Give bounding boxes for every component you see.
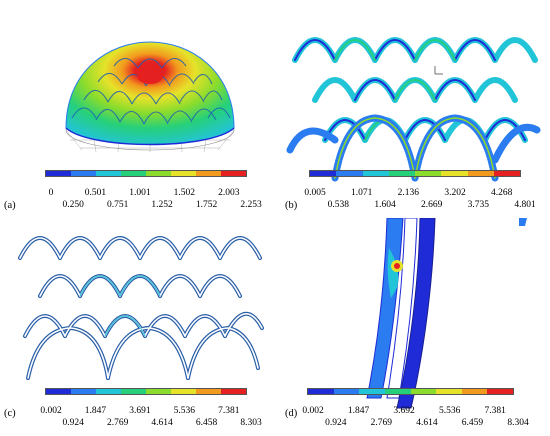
tick-label: 3.735 bbox=[467, 200, 490, 210]
tick-label: 0.924 bbox=[62, 418, 84, 428]
colorbar-segment bbox=[333, 389, 360, 394]
tick-label: 0.924 bbox=[325, 418, 347, 428]
tick-label: 1.752 bbox=[195, 200, 218, 210]
colorbar-segment bbox=[388, 171, 415, 176]
colorbar-b bbox=[309, 170, 521, 177]
tick-label: 0.538 bbox=[327, 200, 350, 210]
dome-stress-contour bbox=[65, 41, 235, 153]
rib-shell-stress-contour bbox=[286, 37, 541, 182]
colorbar-segment bbox=[461, 389, 488, 394]
panel-label-c: (c) bbox=[4, 408, 16, 419]
colorbar-segment bbox=[362, 171, 389, 176]
tick-label: 1.502 bbox=[173, 188, 196, 198]
axis-triad-icon bbox=[434, 66, 443, 75]
panel-label-a: (a) bbox=[4, 200, 16, 211]
tick-label: 0.002 bbox=[302, 406, 324, 416]
panel-b: (b) 0.005 1.071 2.136 3.202 4.268 0.538 1.604 2… bbox=[275, 0, 550, 218]
colorbar-segment bbox=[384, 389, 411, 394]
rib-detail-contour bbox=[366, 218, 527, 409]
tick-label: 1.071 bbox=[350, 188, 373, 198]
tick-label: 2.136 bbox=[397, 188, 420, 198]
colorbar-segment bbox=[171, 389, 196, 394]
colorbar-segment bbox=[410, 389, 437, 394]
tick-label: 3.202 bbox=[444, 188, 466, 198]
tick-label: 6.459 bbox=[461, 418, 484, 428]
tick-label: 0.002 bbox=[40, 406, 62, 416]
colorbar-segment bbox=[71, 389, 96, 394]
colorbar-segment bbox=[441, 171, 468, 176]
colorbar-segment bbox=[196, 171, 221, 176]
colorbar-segment bbox=[467, 171, 494, 176]
tick-label: 4.268 bbox=[490, 188, 513, 198]
colorbar-segment bbox=[310, 171, 337, 176]
tick-label: 5.536 bbox=[173, 406, 196, 416]
tick-label: 1.847 bbox=[84, 406, 107, 416]
tick-label: 4.614 bbox=[416, 418, 438, 428]
colorbar-d bbox=[307, 388, 514, 395]
tick-label: 0.501 bbox=[84, 188, 107, 198]
colorbar-segment bbox=[171, 171, 196, 176]
tick-label: 0.751 bbox=[106, 200, 129, 210]
colorbar-segment bbox=[359, 389, 385, 394]
colorbar-segment bbox=[436, 389, 462, 394]
panel-a: (a) 0 0.501 1.001 1.502 2.003 0.250 0.751 1.252… bbox=[0, 0, 275, 218]
tick-label: 1.252 bbox=[151, 200, 173, 210]
colorbar-segment bbox=[221, 389, 246, 394]
colorbar-segment bbox=[46, 389, 71, 394]
tick-label: 2.253 bbox=[240, 200, 262, 210]
colorbar-c bbox=[45, 388, 247, 395]
tick-label: 6.458 bbox=[195, 418, 218, 428]
tick-label: 2.003 bbox=[218, 188, 240, 198]
colorbar-segment bbox=[146, 389, 171, 394]
rib-frame-contour bbox=[18, 236, 264, 380]
tick-label: 8.303 bbox=[240, 418, 262, 428]
tick-label: 8.304 bbox=[507, 418, 529, 428]
panel-d: (d) 0.002 1.847 3.692 5.536 7.381 0.924 2.769 4… bbox=[275, 218, 550, 436]
colorbar-segment bbox=[96, 171, 121, 176]
colorbar-segment bbox=[487, 389, 513, 394]
colorbar-segment bbox=[146, 171, 171, 176]
tick-label: 2.769 bbox=[106, 418, 129, 428]
colorbar-segment bbox=[493, 171, 520, 176]
colorbar-segment bbox=[121, 389, 146, 394]
panel-c: (c) 0.002 1.847 3.691 5.536 7.381 0.924 2.769 4… bbox=[0, 218, 275, 436]
panel-label-d: (d) bbox=[285, 408, 298, 419]
tick-label: 2.669 bbox=[420, 200, 443, 210]
tick-label: 1.001 bbox=[129, 188, 151, 198]
tick-label: 2.769 bbox=[370, 418, 393, 428]
panel-label-b: (b) bbox=[285, 200, 298, 211]
colorbar-segment bbox=[336, 171, 363, 176]
tick-label: 1.604 bbox=[374, 200, 396, 210]
tick-label: 4.801 bbox=[514, 200, 536, 210]
colorbar-a bbox=[45, 170, 247, 177]
tick-label: 0.250 bbox=[62, 200, 84, 210]
colorbar-segment bbox=[71, 171, 96, 176]
tick-label: 3.692 bbox=[393, 406, 415, 416]
tick-label: 3.691 bbox=[129, 406, 151, 416]
tick-label: 4.614 bbox=[151, 418, 173, 428]
tick-label: 5.536 bbox=[438, 406, 461, 416]
tick-label: 1.847 bbox=[347, 406, 370, 416]
tick-label: 0 bbox=[48, 188, 54, 198]
colorbar-segment bbox=[196, 389, 221, 394]
colorbar-segment bbox=[308, 389, 334, 394]
tick-label: 0.005 bbox=[304, 188, 326, 198]
tick-label: 7.381 bbox=[484, 406, 506, 416]
colorbar-segment bbox=[221, 171, 246, 176]
colorbar-segment bbox=[46, 171, 71, 176]
tick-label: 7.381 bbox=[218, 406, 240, 416]
colorbar-segment bbox=[96, 389, 121, 394]
colorbar-segment bbox=[415, 171, 442, 176]
colorbar-segment bbox=[121, 171, 146, 176]
